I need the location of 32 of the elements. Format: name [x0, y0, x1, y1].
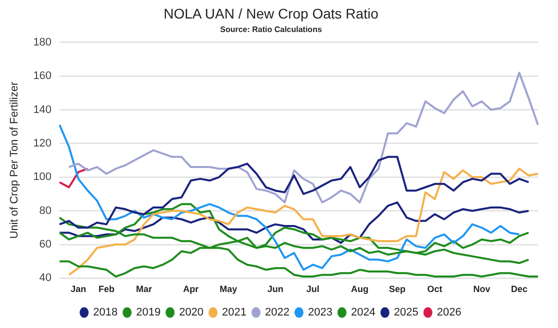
- y-tick-label: 140: [33, 104, 52, 116]
- x-tick-label: Oct: [427, 284, 442, 294]
- x-tick-label: Dec: [510, 284, 528, 294]
- x-tick-label: Jul: [306, 284, 320, 294]
- x-tick-label: May: [220, 284, 238, 294]
- chart-title: NOLA UAN / New Crop Oats Ratio: [164, 5, 379, 22]
- y-tick-label: 120: [33, 137, 52, 150]
- chart-subtitle: Source: Ratio Calculations: [220, 24, 322, 34]
- y-axis-title: Unit of Crop Per Ton of Fertilizer: [8, 82, 21, 239]
- legend-label: 2024: [350, 306, 376, 319]
- y-tick-label: 80: [39, 204, 52, 217]
- y-tick-label: 180: [33, 36, 52, 48]
- x-tick-label: Mar: [136, 284, 152, 294]
- x-tick-label: Feb: [98, 284, 115, 294]
- legend-label: 2025: [394, 306, 418, 319]
- x-tick-label: Nov: [473, 284, 490, 294]
- legend-label: 2023: [308, 306, 332, 319]
- x-tick-label: Apr: [183, 284, 200, 294]
- legend-label: 2019: [136, 306, 161, 319]
- y-tick-label: 40: [39, 272, 52, 284]
- legend-label: 2018: [93, 306, 118, 319]
- x-tick-label: Sep: [389, 284, 406, 294]
- x-tick-label: Jun: [267, 284, 284, 294]
- x-tick-label: Aug: [351, 284, 369, 294]
- legend-label: 2026: [436, 306, 462, 319]
- y-tick-label: 60: [39, 238, 52, 251]
- y-tick-label: 160: [33, 70, 52, 82]
- x-tick-label: Jan: [70, 284, 86, 294]
- legend-label: 2021: [222, 306, 247, 319]
- y-tick-label: 100: [33, 171, 52, 184]
- legend-label: 2022: [265, 306, 290, 319]
- legend-label: 2020: [179, 306, 204, 319]
